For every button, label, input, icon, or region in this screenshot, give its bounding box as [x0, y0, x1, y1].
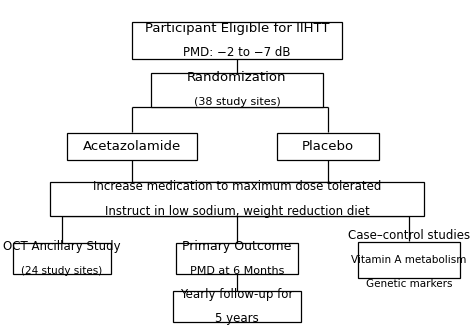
FancyBboxPatch shape	[173, 291, 301, 322]
Text: Acetazolamide: Acetazolamide	[83, 140, 182, 153]
FancyBboxPatch shape	[175, 243, 299, 274]
FancyBboxPatch shape	[50, 182, 424, 216]
FancyBboxPatch shape	[13, 243, 111, 274]
Text: Placebo: Placebo	[302, 140, 354, 153]
Text: Increase medication to maximum dose tolerated: Increase medication to maximum dose tole…	[93, 180, 381, 193]
Text: Vitamin A metabolism: Vitamin A metabolism	[351, 255, 467, 265]
Text: PMD at 6 Months: PMD at 6 Months	[190, 266, 284, 276]
Text: PMD: −2 to −7 dB: PMD: −2 to −7 dB	[183, 46, 291, 59]
Text: 5 years: 5 years	[215, 312, 259, 325]
FancyBboxPatch shape	[67, 133, 197, 160]
Text: Case–control studies: Case–control studies	[348, 229, 470, 242]
Text: Instruct in low sodium, weight reduction diet: Instruct in low sodium, weight reduction…	[105, 205, 369, 218]
Text: (38 study sites): (38 study sites)	[193, 97, 281, 107]
Text: Participant Eligible for IIHTT: Participant Eligible for IIHTT	[145, 22, 329, 35]
Text: Genetic markers: Genetic markers	[366, 279, 452, 289]
Text: Primary Outcome: Primary Outcome	[182, 240, 292, 253]
Text: (24 study sites): (24 study sites)	[21, 266, 102, 276]
FancyBboxPatch shape	[151, 73, 323, 107]
FancyBboxPatch shape	[358, 241, 460, 279]
Text: Randomization: Randomization	[187, 71, 287, 85]
FancyBboxPatch shape	[132, 22, 342, 59]
Text: OCT Ancillary Study: OCT Ancillary Study	[3, 240, 120, 253]
Text: Yearly follow-up for: Yearly follow-up for	[180, 288, 294, 301]
FancyBboxPatch shape	[277, 133, 379, 160]
